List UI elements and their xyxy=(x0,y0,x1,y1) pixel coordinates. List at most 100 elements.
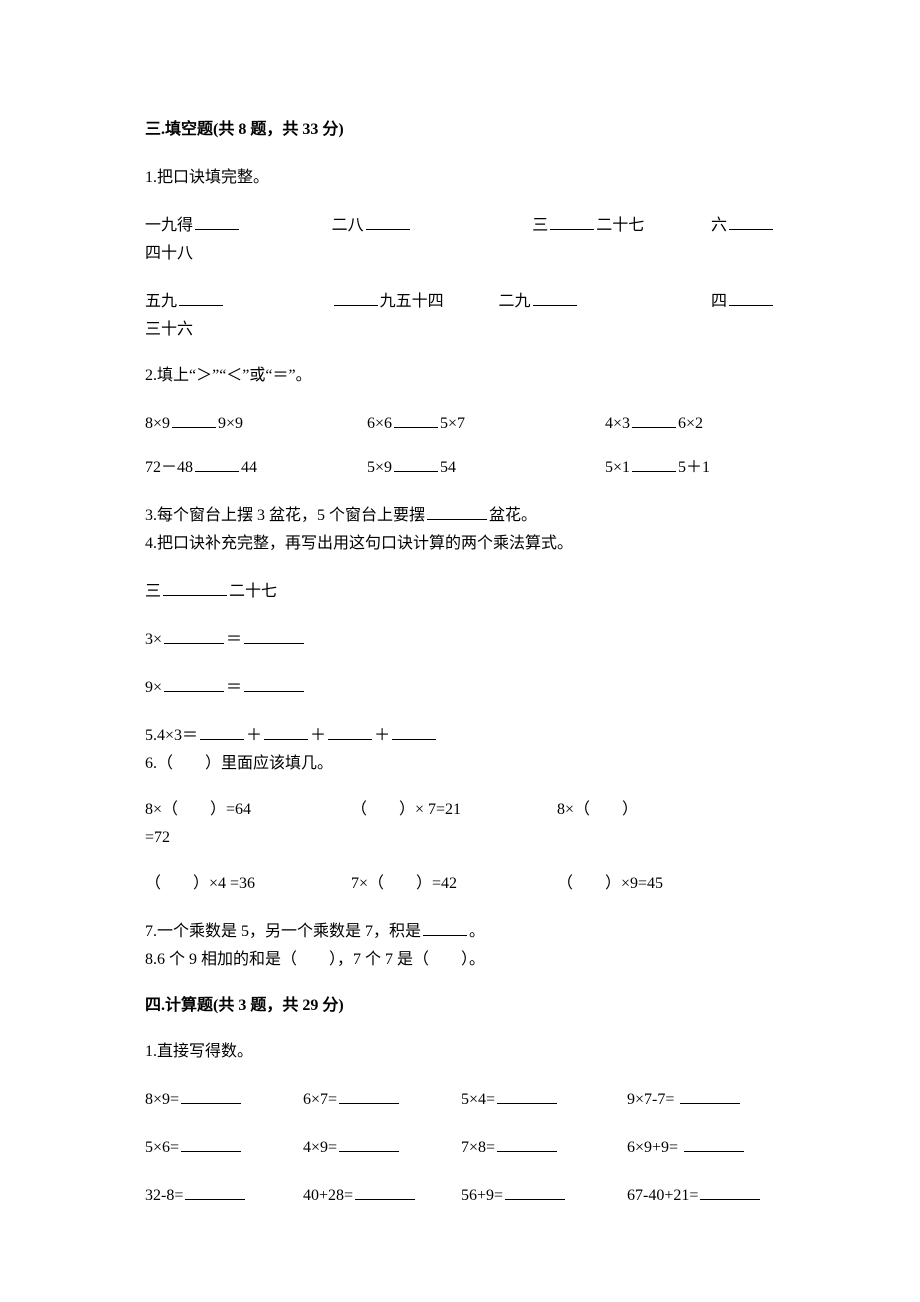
q6-row2: （ ）×4 =36 7×（ ）=42 （ ）×9=45 xyxy=(145,872,775,896)
q7a: 7.一个乘数是 5，另一个乘数是 7，积是 xyxy=(145,923,421,940)
q1-r1d: 二十七 xyxy=(596,217,644,234)
blank xyxy=(179,288,223,306)
q5b: ＋ xyxy=(246,727,262,744)
q2-row1: 8×9 9×9 6×6 5×7 4×3 6×2 xyxy=(145,410,775,436)
r2b: 4×9= xyxy=(303,1139,337,1156)
blank xyxy=(264,722,308,740)
q2-r1b: 9×9 xyxy=(218,415,243,432)
q7b: 。 xyxy=(469,923,485,940)
q2-r1d: 5×7 xyxy=(440,415,465,432)
q6-r1a: 8×（ ）=64 xyxy=(145,798,351,822)
q6-r1d: =72 xyxy=(145,826,775,850)
q4-l2: 3×＝ xyxy=(145,626,775,652)
r1d: 9×7-7= xyxy=(627,1091,674,1108)
blank xyxy=(181,1134,241,1152)
q8: 8.6 个 9 相加的和是（ ），7 个 7 是（ ）。 xyxy=(145,948,775,972)
blank xyxy=(550,212,594,230)
q6-r2c: （ ）×9=45 xyxy=(557,872,663,896)
blank xyxy=(729,288,773,306)
r1c: 5×4= xyxy=(461,1091,495,1108)
q4-l3a: 9× xyxy=(145,679,162,696)
blank xyxy=(533,288,577,306)
blank xyxy=(200,722,244,740)
blank xyxy=(172,410,216,428)
r3d: 67-40+21= xyxy=(627,1187,698,1204)
q7: 7.一个乘数是 5，另一个乘数是 7，积是 。 xyxy=(145,918,775,944)
q3a: 3.每个窗台上摆 3 盆花，5 个窗台上要摆 xyxy=(145,507,425,524)
r2a: 5×6= xyxy=(145,1139,179,1156)
s4-q1-prompt: 1.直接写得数。 xyxy=(145,1040,775,1064)
blank xyxy=(423,918,467,936)
q2-r1e: 4×3 xyxy=(605,415,630,432)
r1a: 8×9= xyxy=(145,1091,179,1108)
s4-row1: 8×9= 6×7= 5×4= 9×7-7= xyxy=(145,1086,775,1112)
blank xyxy=(164,626,224,644)
blank xyxy=(195,212,239,230)
q2-r1c: 6×6 xyxy=(367,415,392,432)
blank xyxy=(632,410,676,428)
q1-r1e: 六 xyxy=(711,217,727,234)
q2-r2a: 72－48 xyxy=(145,459,193,476)
blank xyxy=(339,1134,399,1152)
q3: 3.每个窗台上摆 3 盆花，5 个窗台上要摆 盆花。 xyxy=(145,502,775,528)
q1-r2a: 五九 xyxy=(145,293,177,310)
blank xyxy=(700,1182,760,1200)
q1-r2b: 九五十四 xyxy=(380,293,444,310)
q4-l1a: 三 xyxy=(145,583,161,600)
section-3-title: 三.填空题(共 8 题，共 33 分) xyxy=(145,118,775,142)
blank xyxy=(729,212,773,230)
r2c: 7×8= xyxy=(461,1139,495,1156)
blank xyxy=(684,1134,744,1152)
document-page: 三.填空题(共 8 题，共 33 分) 1.把口诀填完整。 一九得 二八 三二十… xyxy=(0,0,920,1208)
q1-prompt: 1.把口诀填完整。 xyxy=(145,166,775,190)
q2-r2b: 44 xyxy=(241,459,257,476)
blank xyxy=(392,722,436,740)
blank xyxy=(328,722,372,740)
blank xyxy=(427,502,487,520)
q4-l2b: ＝ xyxy=(226,631,242,648)
q5d: ＋ xyxy=(374,727,390,744)
blank xyxy=(680,1086,740,1104)
r2d: 6×9+9= xyxy=(627,1139,678,1156)
r3c: 56+9= xyxy=(461,1187,503,1204)
blank xyxy=(163,578,227,596)
blank xyxy=(497,1086,557,1104)
q6-r2a: （ ）×4 =36 xyxy=(145,872,351,896)
q3b: 盆花。 xyxy=(489,507,537,524)
q1-r2e: 三十六 xyxy=(145,318,775,342)
blank xyxy=(355,1182,415,1200)
q2-r2c: 5×9 xyxy=(367,459,392,476)
s4-row3: 32-8= 40+28= 56+9= 67-40+21= xyxy=(145,1182,775,1208)
q2-r1f: 6×2 xyxy=(678,415,703,432)
q1-r2c: 二九 xyxy=(498,293,530,310)
blank xyxy=(394,454,438,472)
r3a: 32-8= xyxy=(145,1187,183,1204)
q2-row2: 72－4844 5×954 5×15＋1 xyxy=(145,454,775,480)
q1-row1: 一九得 二八 三二十七 六 xyxy=(145,212,775,238)
q4-prompt: 4.把口诀补充完整，再写出用这句口诀计算的两个乘法算式。 xyxy=(145,532,775,556)
blank xyxy=(185,1182,245,1200)
blank xyxy=(244,626,304,644)
q4-l1b: 二十七 xyxy=(229,583,277,600)
blank xyxy=(195,454,239,472)
q5: 5.4×3＝ ＋ ＋ ＋ xyxy=(145,722,775,748)
blank xyxy=(497,1134,557,1152)
q5a: 5.4×3＝ xyxy=(145,727,198,744)
q2-r1a: 8×9 xyxy=(145,415,170,432)
q1-row2: 五九 九五十四 二九 四 xyxy=(145,288,775,314)
q2-prompt: 2.填上“＞”“＜”或“＝”。 xyxy=(145,364,775,388)
q1-r1b: 二八 xyxy=(332,217,364,234)
q5c: ＋ xyxy=(310,727,326,744)
q6-r1b: （ ）× 7=21 xyxy=(351,798,557,822)
q4-l1: 三 二十七 xyxy=(145,578,775,604)
q2-r2f: 5＋1 xyxy=(678,459,710,476)
blank xyxy=(244,674,304,692)
r1b: 6×7= xyxy=(303,1091,337,1108)
r3b: 40+28= xyxy=(303,1187,353,1204)
blank xyxy=(632,454,676,472)
blank xyxy=(164,674,224,692)
q6-prompt: 6.（ ）里面应该填几。 xyxy=(145,752,775,776)
blank xyxy=(334,288,378,306)
blank xyxy=(181,1086,241,1104)
q1-r1c: 三 xyxy=(532,217,548,234)
